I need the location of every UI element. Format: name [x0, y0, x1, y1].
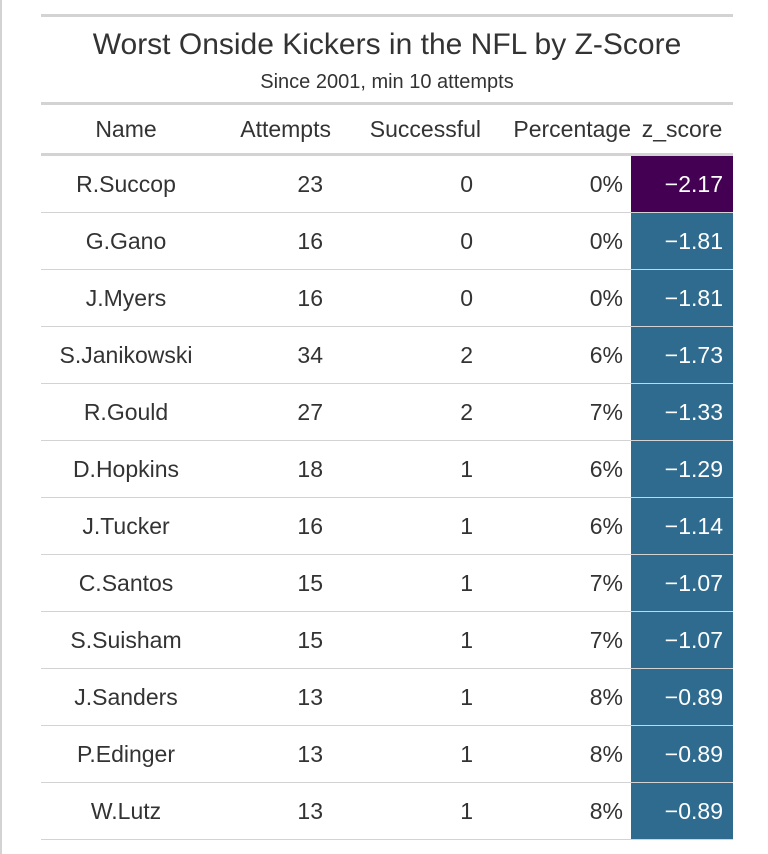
cell-percentage: 7% — [481, 554, 631, 612]
kickers-table: Name Attempts Successful Percentage z_sc… — [41, 105, 733, 840]
cell-attempts: 34 — [211, 326, 331, 384]
table-row: R.Gould 27 2 7% −1.33 — [41, 383, 733, 441]
cell-name: D.Hopkins — [41, 440, 211, 498]
cell-percentage: 0% — [481, 269, 631, 327]
cell-successful: 1 — [331, 611, 481, 669]
cell-attempts: 13 — [211, 668, 331, 726]
cell-successful: 0 — [331, 212, 481, 270]
cell-percentage: 8% — [481, 668, 631, 726]
table-row: C.Santos 15 1 7% −1.07 — [41, 554, 733, 612]
cell-attempts: 18 — [211, 440, 331, 498]
cell-attempts: 16 — [211, 269, 331, 327]
cell-z-score: −1.73 — [631, 326, 733, 384]
cell-successful: 0 — [331, 269, 481, 327]
table-body: R.Succop 23 0 0% −2.17 G.Gano 16 0 0% −1.81 J.Myer… — [41, 154, 733, 840]
column-header-z-score[interactable]: z_score — [631, 105, 733, 156]
cell-attempts: 13 — [211, 782, 331, 840]
cell-name: S.Suisham — [41, 611, 211, 669]
heading-rule — [41, 102, 733, 105]
cell-name: J.Sanders — [41, 668, 211, 726]
cell-percentage: 8% — [481, 782, 631, 840]
column-header-attempts[interactable]: Attempts — [211, 105, 331, 156]
cell-name: C.Santos — [41, 554, 211, 612]
table-top-rule — [41, 14, 733, 17]
cell-percentage: 6% — [481, 326, 631, 384]
cell-attempts: 23 — [211, 154, 331, 213]
cell-attempts: 15 — [211, 611, 331, 669]
cell-successful: 0 — [331, 154, 481, 213]
cell-percentage: 8% — [481, 725, 631, 783]
cell-attempts: 27 — [211, 383, 331, 441]
table-row: J.Sanders 13 1 8% −0.89 — [41, 668, 733, 726]
cell-z-score: −2.17 — [631, 154, 733, 213]
cell-successful: 1 — [331, 554, 481, 612]
cell-percentage: 0% — [481, 212, 631, 270]
cell-z-score: −0.89 — [631, 782, 733, 840]
cell-z-score: −1.81 — [631, 212, 733, 270]
cell-name: R.Succop — [41, 154, 211, 213]
cell-z-score: −1.07 — [631, 554, 733, 612]
column-header-percentage[interactable]: Percentage — [481, 105, 631, 156]
table-row: W.Lutz 13 1 8% −0.89 — [41, 782, 733, 840]
header-row: Name Attempts Successful Percentage z_sc… — [41, 105, 733, 156]
cell-name: J.Tucker — [41, 497, 211, 555]
table-row: J.Myers 16 0 0% −1.81 — [41, 269, 733, 327]
table-row: P.Edinger 13 1 8% −0.89 — [41, 725, 733, 783]
table-row: S.Janikowski 34 2 6% −1.73 — [41, 326, 733, 384]
cell-successful: 1 — [331, 725, 481, 783]
cell-attempts: 16 — [211, 212, 331, 270]
cell-percentage: 6% — [481, 497, 631, 555]
cell-attempts: 15 — [211, 554, 331, 612]
cell-successful: 1 — [331, 497, 481, 555]
table-row: R.Succop 23 0 0% −2.17 — [41, 154, 733, 213]
cell-successful: 2 — [331, 326, 481, 384]
cell-name: S.Janikowski — [41, 326, 211, 384]
cell-attempts: 13 — [211, 725, 331, 783]
cell-z-score: −0.89 — [631, 668, 733, 726]
cell-successful: 2 — [331, 383, 481, 441]
table-row: S.Suisham 15 1 7% −1.07 — [41, 611, 733, 669]
gt-table: Worst Onside Kickers in the NFL by Z-Sco… — [41, 14, 733, 840]
cell-name: P.Edinger — [41, 725, 211, 783]
cell-name: G.Gano — [41, 212, 211, 270]
cell-z-score: −1.29 — [631, 440, 733, 498]
cell-percentage: 7% — [481, 383, 631, 441]
table-row: G.Gano 16 0 0% −1.81 — [41, 212, 733, 270]
cell-percentage: 6% — [481, 440, 631, 498]
cell-successful: 1 — [331, 782, 481, 840]
cell-z-score: −0.89 — [631, 725, 733, 783]
column-header-name[interactable]: Name — [41, 105, 211, 156]
cell-successful: 1 — [331, 668, 481, 726]
column-header-successful[interactable]: Successful — [331, 105, 481, 156]
left-edge-rule — [0, 0, 2, 854]
table-row: J.Tucker 16 1 6% −1.14 — [41, 497, 733, 555]
table-subtitle: Since 2001, min 10 attempts — [260, 71, 514, 93]
cell-name: R.Gould — [41, 383, 211, 441]
cell-name: W.Lutz — [41, 782, 211, 840]
table-row: D.Hopkins 18 1 6% −1.29 — [41, 440, 733, 498]
table-title: Worst Onside Kickers in the NFL by Z-Sco… — [92, 28, 682, 61]
cell-successful: 1 — [331, 440, 481, 498]
cell-z-score: −1.14 — [631, 497, 733, 555]
cell-name: J.Myers — [41, 269, 211, 327]
cell-z-score: −1.33 — [631, 383, 733, 441]
cell-z-score: −1.81 — [631, 269, 733, 327]
cell-z-score: −1.07 — [631, 611, 733, 669]
cell-percentage: 7% — [481, 611, 631, 669]
cell-attempts: 16 — [211, 497, 331, 555]
cell-percentage: 0% — [481, 154, 631, 213]
